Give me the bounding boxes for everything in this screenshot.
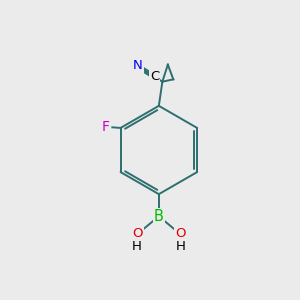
- Text: C: C: [150, 70, 159, 83]
- Text: N: N: [133, 59, 143, 72]
- Text: O: O: [132, 227, 143, 240]
- Text: O: O: [175, 227, 185, 240]
- Text: B: B: [154, 209, 164, 224]
- Text: F: F: [102, 120, 110, 134]
- Text: H: H: [132, 240, 142, 253]
- Text: H: H: [176, 240, 186, 253]
